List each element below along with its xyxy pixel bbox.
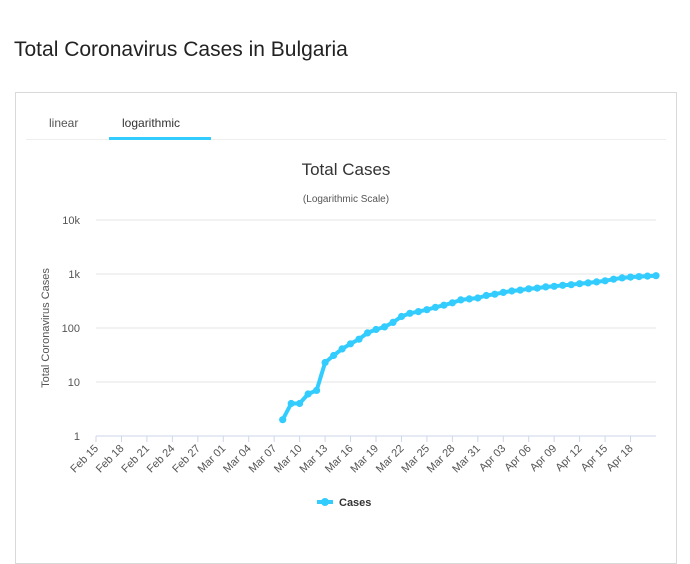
data-point [491,290,499,298]
data-point [550,282,558,290]
data-point [576,280,584,288]
x-tick-label: Apr 06 [502,443,533,474]
data-point [380,323,389,331]
data-point [304,390,312,398]
y-axis-label: Total Coronavirus Cases [40,268,52,388]
legend[interactable]: Cases [317,497,371,509]
data-point [559,281,567,289]
data-point [296,399,304,408]
data-point [338,345,346,353]
x-tick-label: Apr 03 [477,443,508,474]
data-point [482,291,490,300]
data-point [389,318,397,326]
data-point [287,399,295,408]
data-point [533,284,541,292]
data-point [499,288,507,296]
y-tick-label: 10k [62,215,80,227]
page-title: Total Coronavirus Cases in Bulgaria [14,38,348,61]
data-point [440,301,448,309]
data-point [643,272,652,280]
data-point [397,312,406,321]
data-point [610,275,618,283]
data-point [313,386,321,394]
legend-marker [321,498,329,506]
data-point [626,273,635,281]
data-point [363,329,372,337]
legend-label[interactable]: Cases [339,497,371,509]
data-point [474,294,482,302]
data-point [516,286,524,294]
data-point [414,308,422,316]
x-tick-label: Mar 31 [450,443,483,476]
data-point [431,303,439,311]
data-point [508,287,516,295]
chart-subtitle: (Logarithmic Scale) [303,194,389,205]
data-point [635,273,643,281]
data-point [355,335,363,343]
data-point [601,277,609,285]
chart-svg: Total Cases (Logarithmic Scale) Total Co… [40,160,660,509]
tab-linear[interactable]: linear [49,116,79,130]
x-tick-label: Apr 18 [604,443,635,474]
y-axis-ticks: 1 10 100 1k 10k [62,215,81,443]
data-point [321,358,329,367]
tab-logarithmic[interactable]: logarithmic [122,116,181,130]
data-point [372,325,380,334]
y-tick-label: 1 [74,431,80,443]
data-point [593,278,601,286]
data-point [448,299,456,307]
data-point [457,296,465,304]
data-point [618,274,626,282]
data-point [279,416,287,424]
y-tick-label: 10 [68,377,80,389]
data-point [346,340,355,348]
data-point [525,285,533,293]
scale-tabs: linear logarithmic [26,93,666,140]
x-tick-label: Apr 09 [528,443,559,474]
active-tab-indicator [109,137,211,140]
x-tick-label: Apr 12 [553,443,584,474]
data-point [330,351,338,360]
data-point [584,279,592,287]
data-point [423,306,431,314]
data-point [406,309,414,317]
x-tick-label: Apr 15 [579,443,610,474]
y-tick-label: 1k [68,269,80,281]
chart-title: Total Cases [302,160,391,179]
y-tick-label: 100 [62,323,80,335]
data-point [652,272,660,280]
series-cases [279,272,660,424]
data-point [542,283,550,291]
data-point [567,281,575,289]
data-point [465,295,473,303]
